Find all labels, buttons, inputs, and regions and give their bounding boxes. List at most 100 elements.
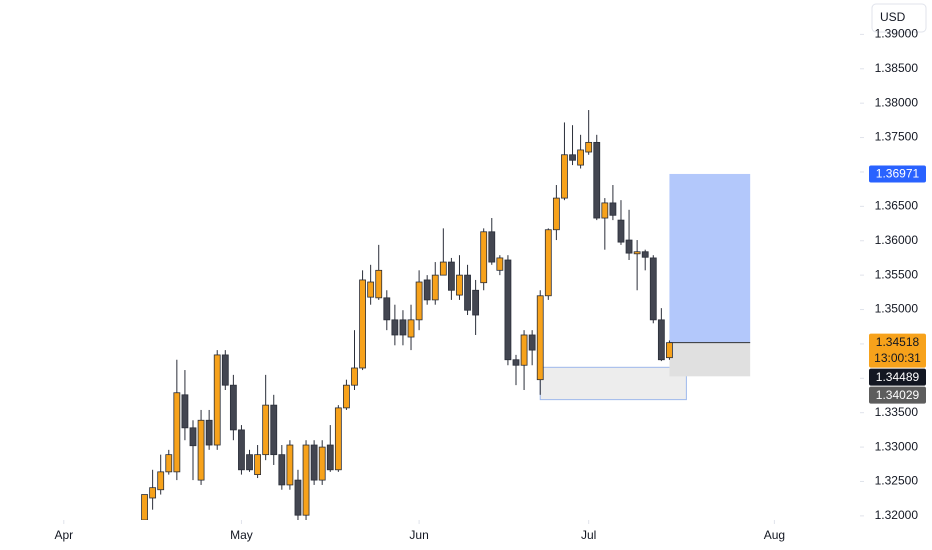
- price-label-box: [869, 368, 926, 386]
- candle-body: [221, 354, 229, 386]
- candle-body: [294, 479, 302, 516]
- candle-body: [528, 334, 536, 351]
- candle-body: [496, 257, 504, 271]
- candle-body: [641, 251, 649, 258]
- candle-body: [577, 149, 585, 166]
- candle-body: [512, 359, 520, 366]
- countdown: 13:00:31: [874, 351, 921, 365]
- candle-body: [593, 141, 601, 219]
- candle-body: [367, 281, 375, 298]
- x-tick-label: Aug: [764, 528, 785, 542]
- candle-body: [343, 384, 350, 409]
- candle-body: [246, 454, 253, 471]
- candle-body: [157, 471, 165, 491]
- candle-body: [359, 279, 366, 369]
- candle-body: [189, 427, 197, 447]
- candle-body: [585, 141, 593, 153]
- candle-body: [464, 274, 471, 311]
- candle-body: [666, 342, 673, 359]
- candle-body: [270, 404, 278, 456]
- loss-area: [669, 342, 751, 377]
- candle-body: [552, 197, 560, 231]
- y-tick-label: 1.35000: [875, 302, 919, 316]
- currency[interactable]: USD: [880, 10, 906, 24]
- candle-body: [141, 494, 148, 520]
- candle-body: [520, 334, 528, 366]
- candle-body: [262, 404, 270, 456]
- y-tick-label: 1.38500: [875, 61, 919, 75]
- candle-body: [173, 392, 181, 473]
- candle-body: [561, 154, 568, 199]
- candle-body: [423, 279, 431, 301]
- y-tick-label: 1.38000: [875, 95, 919, 109]
- candle-body: [657, 319, 665, 361]
- candle-body: [649, 257, 657, 321]
- candle-body: [536, 295, 544, 381]
- candle-body: [601, 202, 609, 219]
- price-label: 1.34518: [876, 335, 920, 349]
- candle-body: [254, 454, 261, 476]
- plot-area: [141, 110, 751, 520]
- candle-body: [286, 444, 294, 486]
- candle-body: [625, 239, 633, 254]
- y-tick-label: 1.39000: [875, 27, 919, 41]
- price-label: 1.36971: [876, 167, 920, 181]
- candle-body: [205, 419, 213, 446]
- x-tick-label: May: [230, 528, 253, 542]
- price-label: 1.34489: [876, 370, 920, 384]
- candle-body: [609, 202, 617, 216]
- y-tick-label: 1.37500: [875, 130, 919, 144]
- candle-body: [149, 487, 157, 499]
- profit-area: [669, 173, 751, 343]
- candle-body: [181, 394, 189, 429]
- price-label: 1.34029: [876, 388, 920, 402]
- candle-body: [399, 319, 407, 336]
- price-label-box: [869, 333, 926, 368]
- candle-body: [334, 407, 342, 471]
- x-tick-label: Apr: [54, 528, 73, 542]
- y-tick-label: 1.35500: [875, 267, 919, 281]
- candle-body: [617, 219, 625, 243]
- candle-body: [213, 354, 221, 446]
- candle-body: [439, 261, 447, 276]
- y-tick-label: 1.32000: [875, 508, 919, 522]
- y-tick-label: 1.33500: [875, 405, 919, 419]
- y-tick-label: 1.32500: [875, 474, 919, 488]
- candle-body: [456, 274, 463, 296]
- candle-body: [238, 429, 245, 471]
- candle-body: [383, 297, 391, 321]
- candle-body: [504, 259, 512, 361]
- x-tick-label: Jul: [581, 528, 596, 542]
- candle-body: [278, 454, 286, 486]
- y-tick-label: 1.33000: [875, 439, 919, 453]
- price-label-box: [869, 165, 926, 183]
- candle-body: [310, 444, 318, 481]
- candle-body: [197, 419, 205, 481]
- candle-body: [488, 231, 496, 263]
- y-tick-label: 1.36000: [875, 233, 919, 247]
- candle-body: [407, 319, 415, 338]
- candle-body: [165, 454, 173, 473]
- candle-body: [302, 444, 310, 516]
- candle-body: [375, 269, 383, 299]
- candle-body: [480, 231, 488, 284]
- candle-body: [431, 274, 439, 301]
- candle-body: [391, 319, 399, 336]
- candle-body: [569, 154, 576, 161]
- candle-body: [415, 281, 423, 321]
- candle-body: [544, 229, 552, 297]
- candle-body: [447, 261, 455, 291]
- candle-body: [633, 251, 641, 255]
- candle-body: [318, 446, 326, 481]
- y-tick-label: 1.36500: [875, 199, 919, 213]
- candle-body: [326, 444, 334, 471]
- zone: [539, 366, 687, 401]
- currency-box[interactable]: [871, 3, 927, 33]
- price-label-box: [869, 386, 926, 404]
- candle-body: [229, 384, 237, 431]
- candle-body: [472, 289, 480, 316]
- x-tick-label: Jun: [409, 528, 428, 542]
- candle-body: [351, 367, 358, 386]
